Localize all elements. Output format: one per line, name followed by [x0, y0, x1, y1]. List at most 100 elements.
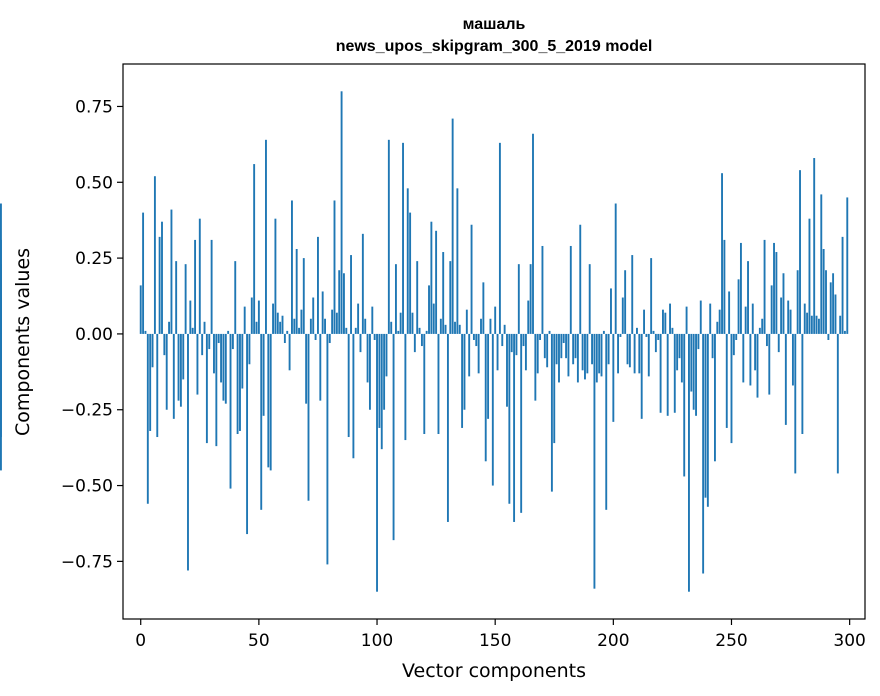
bar-48	[253, 164, 256, 334]
bar-71	[307, 333, 310, 501]
bar-106	[390, 321, 393, 334]
bar-196	[602, 330, 605, 334]
bar-54	[267, 333, 270, 468]
bar-78	[324, 318, 326, 334]
bar-269	[775, 252, 778, 334]
bar-97	[368, 333, 371, 410]
bar-175	[553, 333, 556, 444]
bar-200	[612, 333, 615, 422]
y-tick-label: −0.50	[61, 477, 113, 497]
bar-75	[317, 236, 319, 334]
bar-154	[503, 324, 506, 334]
bar-296	[839, 315, 842, 334]
bar-90	[352, 333, 355, 459]
bar-217	[652, 330, 655, 334]
bar-259	[751, 303, 754, 334]
bar-283	[808, 218, 811, 334]
bar-23	[194, 239, 197, 334]
bar-170	[541, 245, 544, 334]
bar-49	[255, 321, 258, 334]
bar-164	[527, 300, 530, 334]
bar-261	[756, 333, 759, 398]
bar-294	[834, 294, 837, 334]
bar-284	[810, 315, 813, 334]
bar-137	[463, 333, 466, 410]
bar-233	[690, 333, 693, 392]
bar-267	[770, 285, 773, 334]
bar-41	[236, 333, 239, 434]
bar-280	[801, 333, 804, 434]
bar-194	[598, 333, 601, 374]
bar-63	[288, 333, 291, 371]
bar-258	[749, 333, 752, 386]
bar-135	[458, 324, 461, 334]
bar-38	[229, 333, 232, 489]
bar-115	[411, 312, 414, 334]
bar-100	[376, 333, 378, 592]
bar-133	[454, 321, 456, 334]
bar-285	[813, 158, 816, 334]
bar-undefined	[0, 333, 2, 438]
bar-50	[257, 300, 260, 334]
bar-255	[742, 333, 745, 383]
bar-209	[633, 333, 636, 374]
bar-86	[343, 273, 345, 334]
x-axis-label: Vector components	[402, 660, 586, 682]
bar-3	[146, 333, 149, 504]
bar-251	[732, 333, 735, 356]
bar-224	[669, 303, 671, 334]
y-axis-ticks: −0.75 −0.50 −0.25 0.00 0.25 0.50 0.75	[61, 97, 123, 572]
bar-218	[654, 333, 657, 353]
bar-60	[281, 315, 284, 334]
bar-272	[782, 273, 785, 334]
bar-176	[555, 333, 558, 365]
bar-16	[177, 333, 180, 401]
bar-45	[246, 333, 249, 535]
bar-6	[153, 176, 156, 334]
bar-297	[841, 236, 844, 334]
bar-270	[777, 333, 780, 353]
bar-124	[432, 303, 435, 334]
x-tick-label: 200	[597, 631, 629, 651]
bar-93	[359, 333, 362, 353]
bar-160	[517, 264, 520, 334]
y-tick-label: 0.75	[75, 97, 113, 117]
bar-275	[789, 309, 792, 334]
x-tick-label: 50	[248, 631, 270, 651]
bar-223	[666, 333, 669, 416]
bar-299	[846, 197, 849, 334]
bar-116	[413, 333, 416, 353]
bar-127	[439, 318, 442, 334]
bar-293	[832, 273, 835, 334]
bar-9	[161, 221, 163, 334]
bar-53	[265, 139, 267, 334]
bar-31	[213, 333, 215, 374]
bar-18	[182, 333, 185, 380]
bar-114	[409, 212, 412, 334]
bar-39	[231, 333, 234, 350]
bar-52	[262, 333, 265, 416]
bar-243	[714, 333, 716, 462]
bar-268	[773, 242, 775, 334]
bar-74	[314, 333, 317, 340]
bar-119	[420, 333, 423, 347]
bar-98	[371, 306, 374, 334]
bar-96	[366, 333, 369, 383]
bar-72	[309, 318, 312, 334]
bar-103	[383, 333, 386, 410]
bar-146	[484, 333, 487, 462]
bar-234	[692, 333, 695, 410]
bar-266	[768, 333, 771, 395]
bar-172	[546, 333, 549, 368]
bar-144	[480, 318, 482, 334]
bar-249	[728, 291, 731, 334]
bar-286	[815, 315, 818, 334]
bar-188	[584, 333, 586, 380]
bar-195	[600, 333, 603, 377]
bar-206	[626, 333, 629, 365]
bar-190	[588, 264, 591, 334]
bar-214	[645, 333, 648, 337]
x-axis-ticks: 0 50 100 150 200 250 300	[135, 619, 866, 651]
bar-182	[569, 245, 572, 334]
